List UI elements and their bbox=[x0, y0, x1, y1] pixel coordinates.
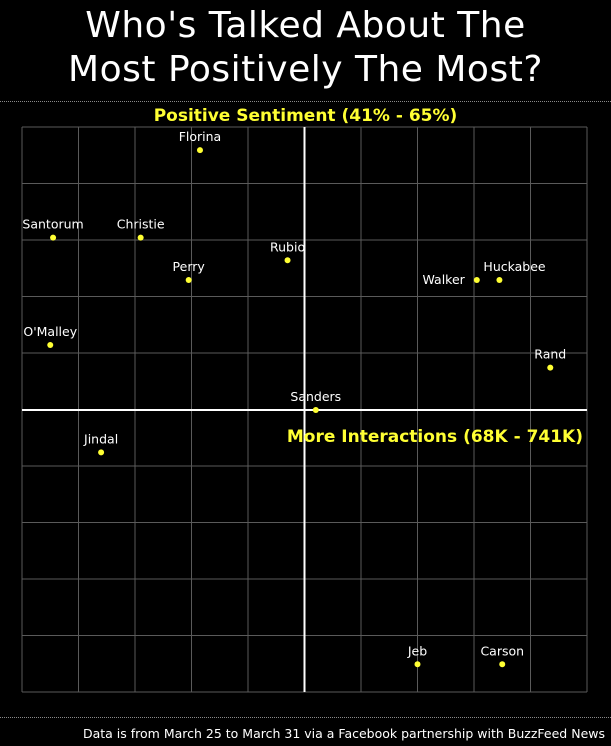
point-marker bbox=[473, 277, 480, 284]
top-divider bbox=[0, 101, 611, 102]
data-points: Florina Santorum Christie Rubio Perry Walker H… bbox=[22, 129, 566, 668]
data-point: Rand bbox=[534, 347, 566, 371]
chart-title-line-2: Most Positively The Most? bbox=[68, 49, 543, 90]
point-label: Rand bbox=[534, 347, 566, 362]
chart-title-line-1: Who's Talked About The bbox=[85, 5, 526, 46]
point-marker bbox=[414, 661, 421, 668]
data-point: Jindal bbox=[83, 431, 118, 456]
data-point: Christie bbox=[117, 217, 165, 241]
point-marker bbox=[47, 342, 54, 349]
point-marker bbox=[98, 449, 105, 456]
point-marker bbox=[284, 257, 291, 264]
data-point: Rubio bbox=[270, 239, 305, 264]
point-marker bbox=[496, 277, 503, 284]
data-point: Huckabee bbox=[483, 259, 546, 284]
data-point: Florina bbox=[179, 129, 222, 154]
data-point: Jeb bbox=[407, 643, 427, 668]
data-point: Carson bbox=[480, 643, 524, 668]
data-point: Walker bbox=[422, 272, 480, 287]
point-marker bbox=[547, 364, 554, 371]
data-point: Sanders bbox=[290, 389, 341, 413]
point-label: Santorum bbox=[22, 217, 83, 232]
data-point: O'Malley bbox=[23, 324, 78, 349]
point-marker bbox=[499, 661, 506, 668]
source-note: Data is from March 25 to March 31 via a … bbox=[82, 726, 605, 741]
y-axis-label: Positive Sentiment (41% - 65%) bbox=[153, 106, 458, 126]
point-label: Huckabee bbox=[483, 259, 545, 274]
point-label: Carson bbox=[480, 643, 524, 658]
point-label: Jindal bbox=[83, 431, 118, 446]
point-label: Rubio bbox=[270, 239, 305, 254]
point-marker bbox=[312, 407, 319, 413]
data-point: Perry bbox=[173, 259, 206, 284]
point-label: Christie bbox=[117, 217, 165, 232]
point-marker bbox=[50, 234, 57, 241]
point-label: Jeb bbox=[407, 643, 427, 658]
data-point: Santorum bbox=[22, 217, 84, 241]
point-label: Florina bbox=[179, 129, 222, 144]
point-label: O'Malley bbox=[23, 324, 77, 339]
axes bbox=[22, 127, 587, 692]
point-label: Perry bbox=[173, 259, 206, 274]
point-marker bbox=[196, 147, 203, 154]
bottom-divider bbox=[0, 717, 611, 718]
point-label: Sanders bbox=[290, 389, 341, 404]
point-label: Walker bbox=[422, 272, 465, 287]
point-marker bbox=[137, 234, 144, 241]
x-axis-label: More Interactions (68K - 741K) bbox=[287, 427, 583, 447]
point-marker bbox=[185, 277, 192, 284]
